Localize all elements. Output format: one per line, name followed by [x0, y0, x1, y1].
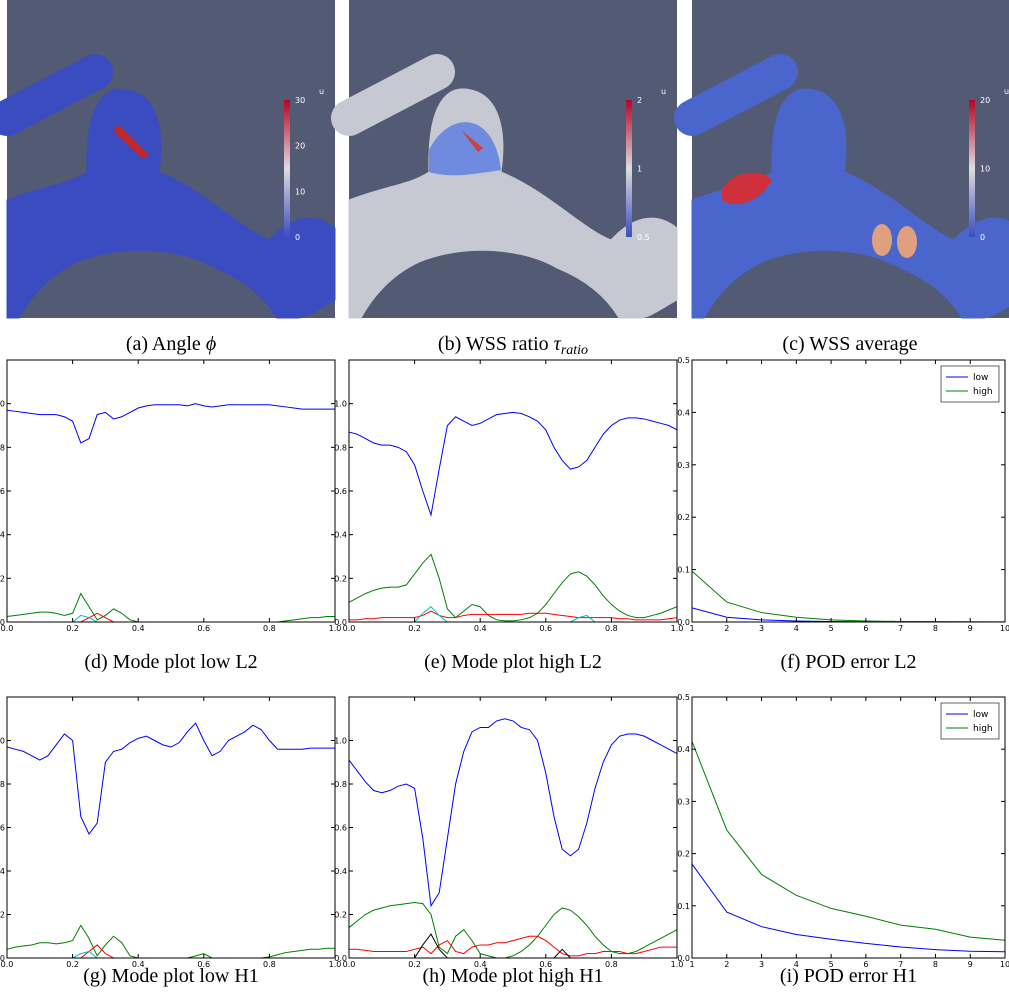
- x-tick-label: 0.2: [66, 960, 79, 969]
- y-tick-label: 0.6: [0, 487, 5, 496]
- x-tick-label: 8: [933, 624, 938, 633]
- x-tick-label: 5: [829, 624, 834, 633]
- y-tick-label: 0.4: [0, 531, 5, 540]
- caption: (i) POD error H1: [780, 965, 917, 987]
- plot-area: [7, 697, 335, 958]
- y-tick-label: 0.8: [0, 443, 5, 452]
- x-tick-label: 7: [898, 624, 903, 633]
- y-tick-label: 0.5: [677, 693, 690, 702]
- colorbar-label: 20: [295, 142, 305, 151]
- y-tick-label: 1.0: [0, 400, 5, 409]
- y-tick-label: 0.6: [0, 824, 5, 833]
- y-tick-label: 0.0: [334, 618, 347, 627]
- x-tick-label: 1: [689, 960, 694, 969]
- plot-area: [349, 697, 677, 958]
- y-tick-label: 1.0: [334, 400, 347, 409]
- x-tick-label: 0.8: [605, 624, 618, 633]
- x-tick-label: 0.2: [408, 960, 421, 969]
- caption: (f) POD error L2: [780, 651, 916, 673]
- y-tick-label: 1.0: [334, 737, 347, 746]
- y-tick-label: 0.2: [0, 911, 5, 920]
- y-tick-label: 0.0: [334, 954, 347, 963]
- y-tick-label: 0.6: [334, 487, 347, 496]
- x-tick-label: 1: [689, 624, 694, 633]
- colorbar-title: u: [1004, 87, 1009, 96]
- caption: (h) Mode plot high H1: [422, 965, 603, 987]
- y-tick-label: 0.2: [677, 850, 690, 859]
- y-tick-label: 0.0: [0, 618, 5, 627]
- y-tick-label: 0.2: [334, 574, 347, 583]
- colorbar-title: u: [319, 87, 324, 96]
- x-tick-label: 8: [933, 960, 938, 969]
- y-tick-label: 0.0: [677, 618, 690, 627]
- y-tick-label: 0.8: [334, 780, 347, 789]
- x-tick-label: 0.4: [474, 624, 487, 633]
- colorbar-label: 30: [295, 96, 305, 105]
- x-tick-label: 2: [724, 960, 729, 969]
- y-tick-label: 0.4: [677, 408, 690, 417]
- y-tick-label: 0.2: [677, 513, 690, 522]
- colorbar-label: 20: [980, 96, 990, 105]
- y-tick-label: 0.0: [677, 954, 690, 963]
- colorbar-label: 0: [295, 233, 300, 242]
- x-tick-label: 0.8: [605, 960, 618, 969]
- x-tick-label: 0.8: [263, 624, 276, 633]
- y-tick-label: 0.1: [677, 902, 690, 911]
- colorbar-label: 0.5: [637, 233, 650, 242]
- x-tick-label: 0.4: [132, 624, 145, 633]
- colorbar-label: 10: [980, 165, 990, 174]
- x-tick-label: 10: [1000, 960, 1009, 969]
- x-tick-label: 0.2: [66, 624, 79, 633]
- x-tick-label: 9: [968, 624, 973, 633]
- x-tick-label: 0.6: [197, 624, 210, 633]
- y-tick-label: 0.2: [334, 911, 347, 920]
- colorbar-label: 1: [637, 165, 642, 174]
- render-panel: [7, 0, 335, 318]
- y-tick-label: 0.5: [677, 356, 690, 365]
- caption: (c) WSS average: [782, 333, 917, 355]
- caption: (g) Mode plot low H1: [83, 965, 259, 987]
- legend-label: low: [973, 710, 988, 720]
- y-tick-label: 0.3: [677, 461, 690, 470]
- caption: (d) Mode plot low L2: [84, 651, 257, 673]
- colorbar-label: 0: [980, 233, 985, 242]
- x-tick-label: 0.8: [263, 960, 276, 969]
- y-tick-label: 0.8: [334, 443, 347, 452]
- colorbar-label: 2: [637, 96, 642, 105]
- legend-label: high: [973, 724, 993, 734]
- x-tick-label: 10: [1000, 624, 1009, 633]
- render-panel: [692, 0, 1009, 318]
- colorbar-label: 10: [295, 187, 305, 196]
- caption: (a) Angle ϕ: [126, 333, 216, 355]
- x-tick-label: 0.6: [539, 624, 552, 633]
- x-tick-label: 3: [759, 960, 764, 969]
- y-tick-label: 0.6: [334, 824, 347, 833]
- y-tick-label: 0.4: [0, 867, 5, 876]
- caption: (e) Mode plot high L2: [424, 651, 602, 673]
- y-tick-label: 0.8: [0, 780, 5, 789]
- x-tick-label: 3: [759, 624, 764, 633]
- caption: (b) WSS ratio τratio: [438, 333, 588, 358]
- x-tick-label: 0.2: [408, 624, 421, 633]
- y-tick-label: 0.1: [677, 566, 690, 575]
- x-tick-label: 2: [724, 624, 729, 633]
- y-tick-label: 0.4: [677, 745, 690, 754]
- render-panel: [349, 0, 677, 318]
- x-tick-label: 9: [968, 960, 973, 969]
- y-tick-label: 0.4: [334, 867, 347, 876]
- x-tick-label: 4: [794, 624, 799, 633]
- x-tick-label: 6: [863, 624, 868, 633]
- y-tick-label: 0.4: [334, 531, 347, 540]
- legend-label: high: [973, 387, 993, 397]
- y-tick-label: 1.0: [0, 737, 5, 746]
- plot-area: [7, 360, 335, 622]
- plot-area: [349, 360, 677, 622]
- y-tick-label: 0.0: [0, 954, 5, 963]
- y-tick-label: 0.3: [677, 797, 690, 806]
- colorbar-title: u: [661, 87, 666, 96]
- figure: (a) Angle ϕ (b) WSS ratio τratio (c) WSS…: [0, 0, 1009, 997]
- y-tick-label: 0.2: [0, 574, 5, 583]
- legend-label: low: [973, 373, 988, 383]
